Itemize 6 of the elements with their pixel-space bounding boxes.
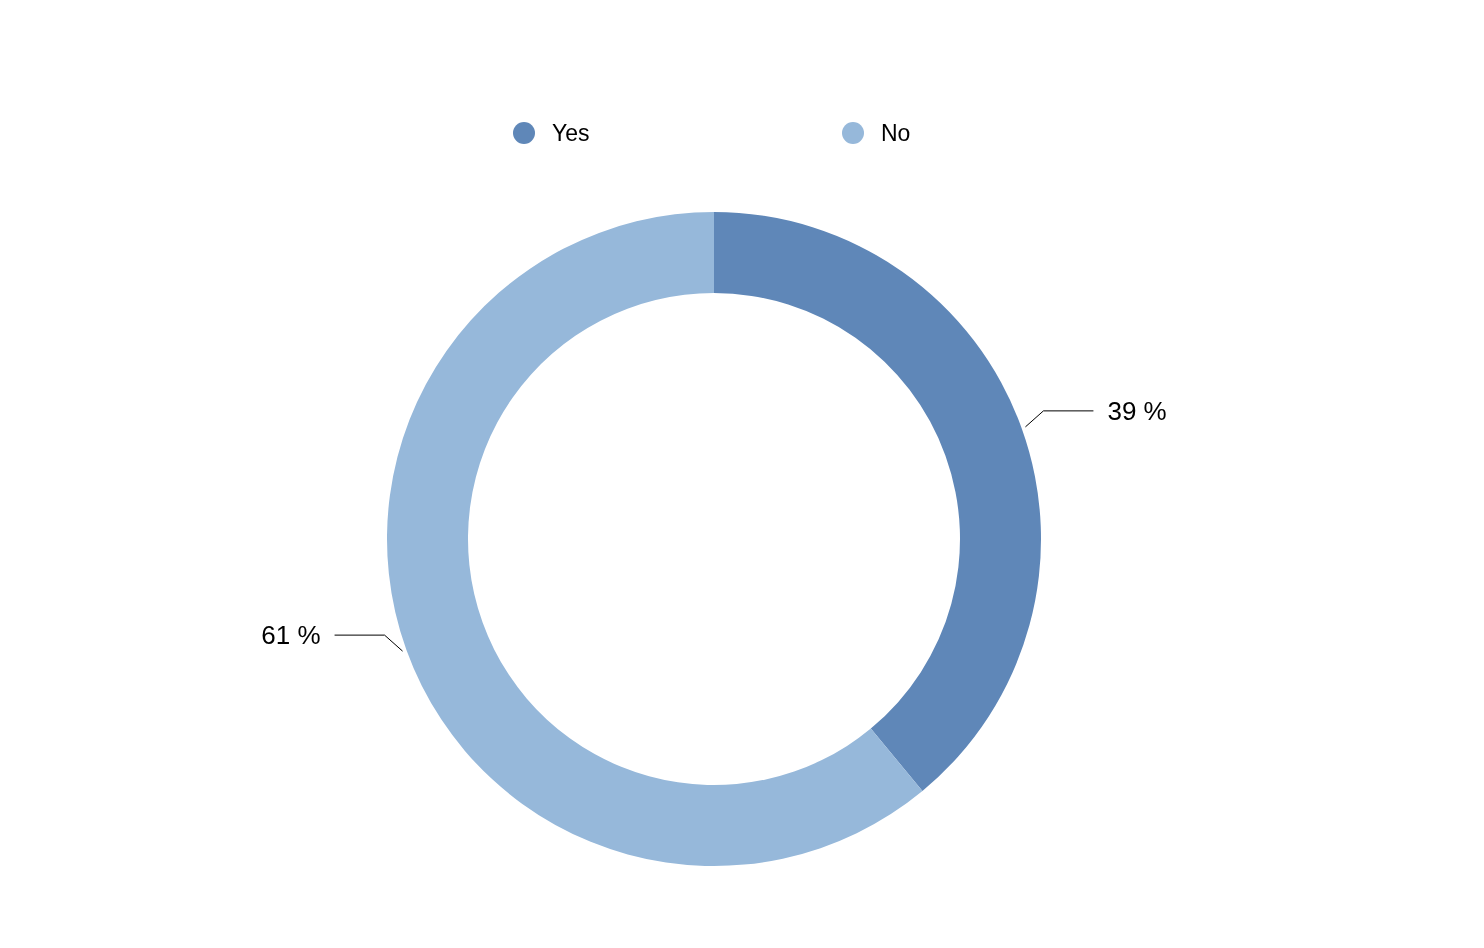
legend-label: No — [881, 120, 911, 146]
data-label: 61 % — [261, 620, 321, 651]
data-label: 39 % — [1107, 395, 1167, 426]
donut-slice — [387, 212, 923, 866]
donut-slice — [714, 212, 1041, 791]
legend-label: Yes — [552, 120, 590, 146]
